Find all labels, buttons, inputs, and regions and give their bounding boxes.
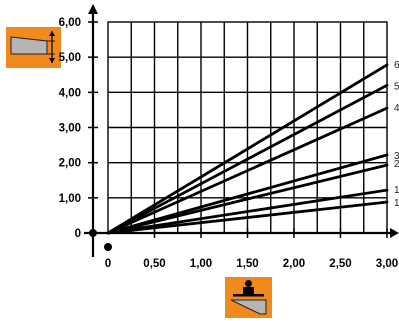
load-on-wedge-icon [225, 277, 272, 318]
series-line [106, 163, 389, 235]
origin-dot-x [104, 243, 112, 251]
origin-dot-y [89, 229, 97, 237]
series-label: 3 [394, 151, 399, 162]
series-line [106, 106, 389, 235]
y-tick-label: 0 [75, 228, 81, 240]
series-line [106, 83, 389, 235]
x-tick-label: 1,00 [190, 258, 212, 270]
series-line [106, 200, 389, 235]
y-tick-label: 4,00 [59, 87, 81, 99]
series-line [106, 188, 389, 235]
series-label: 5 [394, 81, 399, 92]
series-label: 1 [394, 198, 399, 209]
series-line [106, 153, 389, 235]
series-lines [106, 63, 389, 235]
y-axis-arrow [88, 4, 98, 14]
series-line [106, 63, 389, 235]
tick-labels: 0 1,00 2,00 3,00 4,00 5,00 6,00 0 0,50 1,00 1,50 2,… [59, 17, 399, 270]
x-axis-arrow [390, 228, 399, 238]
deflection-wedge-icon [6, 27, 61, 68]
series-label: 4 [394, 103, 399, 114]
x-tick-label: 2,50 [329, 258, 351, 270]
y-tick-label: 3,00 [59, 123, 81, 135]
x-tick-label: 3,00 [376, 258, 398, 270]
x-tick-label: 1,50 [236, 258, 258, 270]
y-tick-label: 1,00 [59, 193, 81, 205]
series-label: 6 [394, 60, 399, 71]
series-label: 2 [394, 159, 399, 170]
y-tick-label: 5,00 [59, 52, 81, 64]
x-tick-label: 0 [105, 258, 111, 270]
y-tick-label: 2,00 [59, 158, 81, 170]
x-tick-label: 2,00 [283, 258, 305, 270]
x-tick-label: 0,50 [143, 258, 165, 270]
y-tick-label: 6,00 [59, 17, 81, 29]
series-label: 1 [394, 185, 399, 196]
